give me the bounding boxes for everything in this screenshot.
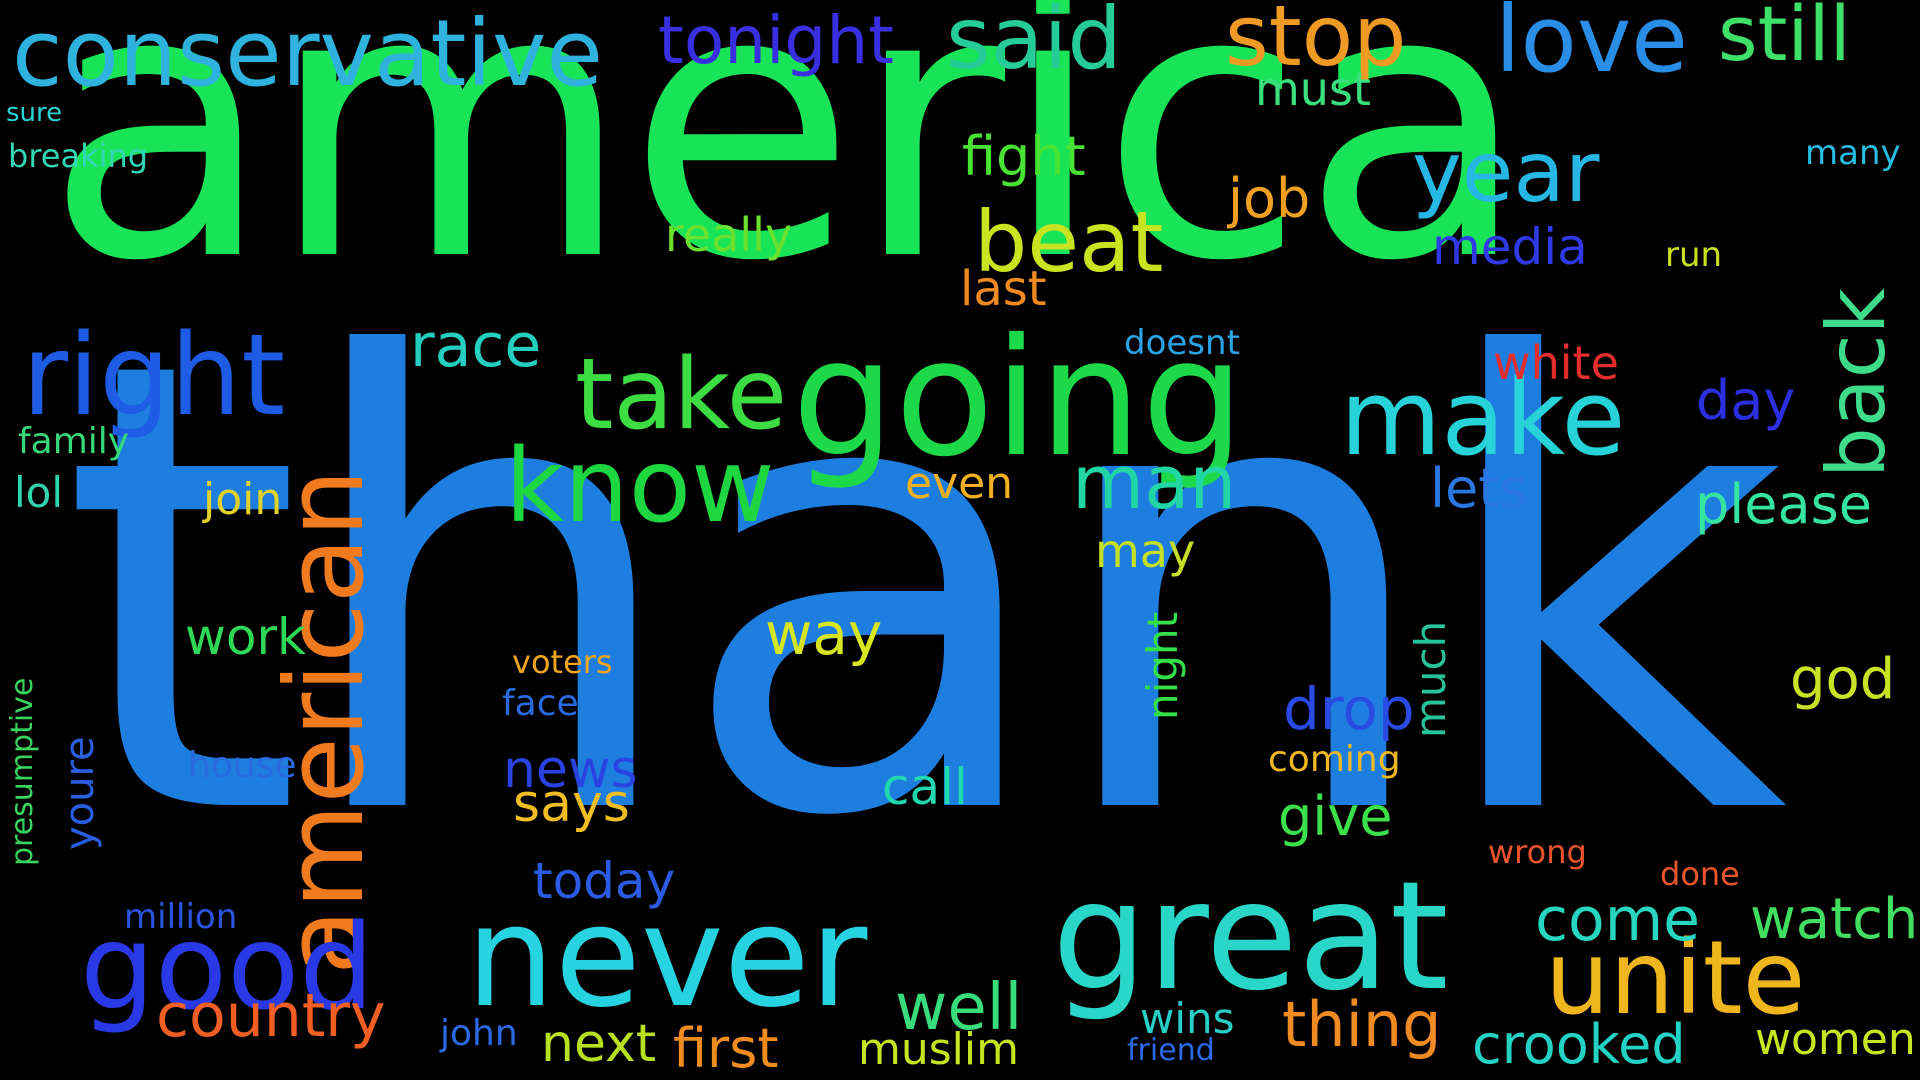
word-know: know — [505, 427, 775, 546]
word-breaking: breaking — [8, 137, 149, 175]
word-drop: drop — [1283, 675, 1415, 743]
word-lol: lol — [14, 468, 64, 517]
word-first: first — [673, 1017, 779, 1080]
word-house: house — [188, 745, 297, 786]
word-doesnt: doesnt — [1124, 323, 1240, 363]
word-next: next — [541, 1014, 657, 1074]
word-take: take — [575, 338, 788, 452]
word-million: million — [124, 897, 238, 937]
word-country: country — [156, 981, 386, 1051]
word-wins: wins — [1140, 994, 1235, 1043]
word-night: night — [1138, 611, 1187, 720]
word-give: give — [1278, 785, 1393, 848]
word-well: well — [895, 971, 1023, 1045]
word-beat: beat — [974, 193, 1164, 291]
word-white: white — [1493, 336, 1619, 390]
word-right: right — [22, 311, 286, 441]
word-please: please — [1695, 473, 1872, 536]
word-thing: thing — [1282, 988, 1442, 1061]
word-many: many — [1805, 133, 1901, 173]
word-thank: thank — [60, 231, 1788, 952]
word-friend: friend — [1127, 1033, 1215, 1068]
word-love: love — [1495, 0, 1688, 93]
word-presumptive: presumptive — [5, 677, 40, 866]
word-race: race — [410, 311, 542, 381]
word-lets: lets — [1430, 457, 1528, 520]
word-must: must — [1255, 62, 1371, 116]
word-watch: watch — [1750, 887, 1919, 952]
word-john: john — [440, 1013, 518, 1054]
word-really: really — [665, 208, 793, 262]
word-youre: youre — [57, 736, 103, 850]
word-god: god — [1790, 647, 1896, 712]
word-says: says — [513, 774, 630, 834]
word-said: said — [946, 0, 1122, 89]
word-conservative: conservative — [12, 0, 604, 107]
word-job: job — [1228, 167, 1311, 230]
word-work: work — [185, 608, 306, 666]
word-make: make — [1340, 357, 1626, 479]
word-muslim: muslim — [858, 1024, 1019, 1075]
word-women: women — [1755, 1014, 1916, 1065]
word-voters: voters — [512, 643, 613, 681]
word-sure: sure — [6, 98, 63, 128]
word-face: face — [502, 683, 579, 724]
word-going: going — [792, 305, 1245, 493]
word-fight: fight — [962, 125, 1086, 188]
word-may: may — [1095, 524, 1196, 578]
word-wrong: wrong — [1488, 833, 1587, 871]
word-way: way — [765, 600, 883, 668]
word-still: still — [1718, 0, 1851, 78]
word-man: man — [1072, 440, 1237, 526]
word-good: good — [80, 898, 375, 1036]
word-day: day — [1696, 369, 1796, 432]
word-unite: unite — [1545, 919, 1806, 1038]
word-call: call — [882, 758, 968, 816]
word-tonight: tonight — [658, 2, 895, 79]
word-even: even — [905, 458, 1014, 509]
word-join: join — [203, 474, 283, 525]
word-never: never — [466, 876, 868, 1039]
word-media: media — [1432, 218, 1588, 276]
word-stop: stop — [1225, 0, 1407, 85]
word-last: last — [960, 261, 1047, 317]
word-crooked: crooked — [1472, 1013, 1686, 1076]
word-year: year — [1412, 123, 1600, 221]
word-back: back — [1810, 287, 1903, 478]
word-done: done — [1660, 855, 1740, 893]
word-coming: coming — [1268, 739, 1401, 780]
word-come: come — [1535, 885, 1701, 955]
word-great: great — [1052, 850, 1449, 1024]
word-news: news — [503, 740, 638, 800]
word-today: today — [533, 852, 676, 910]
word-much: much — [1406, 620, 1455, 738]
word-america: america — [45, 0, 1529, 342]
word-run: run — [1665, 235, 1723, 275]
word-family: family — [18, 421, 130, 462]
